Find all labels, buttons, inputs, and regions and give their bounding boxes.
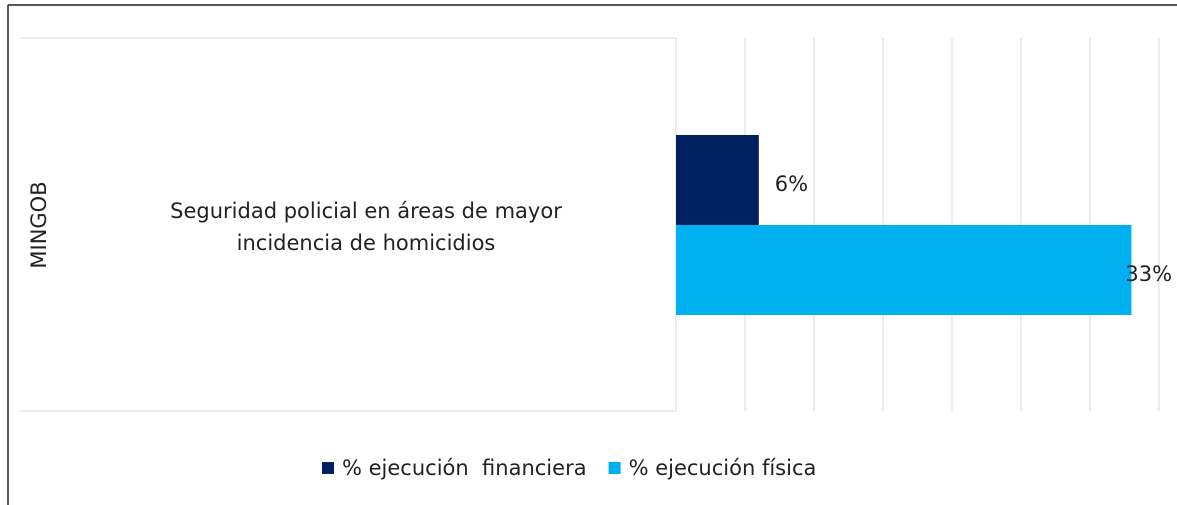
- category-label: Seguridad policial en áreas de mayor inci…: [170, 199, 562, 255]
- group-label: MINGOB: [27, 181, 51, 268]
- legend-swatch: [322, 462, 334, 474]
- legend-label: % ejecución financiera: [342, 456, 587, 480]
- bar: [676, 135, 759, 225]
- legend-swatch: [608, 462, 621, 474]
- legend-label: % ejecución física: [629, 456, 817, 480]
- bar: [676, 225, 1132, 315]
- data-label: 6%: [775, 172, 808, 196]
- data-label: 33%: [1125, 262, 1172, 286]
